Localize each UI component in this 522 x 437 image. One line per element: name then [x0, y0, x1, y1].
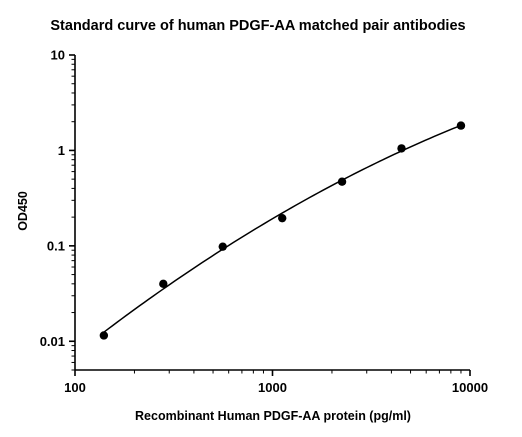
y-tick-label: 0.1	[47, 238, 65, 253]
data-point	[159, 279, 168, 289]
x-tick-label: 100	[64, 380, 86, 395]
data-point	[397, 144, 406, 153]
data-point	[337, 177, 347, 186]
x-tick-label: 1000	[258, 380, 287, 395]
chart-title: Standard curve of human PDGF-AA matched …	[50, 18, 465, 34]
data-point	[278, 213, 287, 223]
y-tick-label: 0.01	[40, 334, 65, 349]
data-points	[99, 121, 466, 340]
x-axis-label: Recombinant Human PDGF-AA protein (pg/ml…	[135, 409, 411, 423]
ticks: 100 1000 10000 0.01 0.1 1 10	[40, 48, 488, 396]
fit-curve	[103, 124, 462, 333]
y-tick-label: 10	[51, 48, 65, 63]
data-point	[456, 121, 466, 130]
x-tick-label: 10000	[452, 380, 488, 395]
y-tick-label: 1	[58, 143, 65, 158]
y-axis-label: OD450	[16, 191, 30, 231]
axes	[74, 55, 470, 371]
data-point	[99, 331, 109, 340]
data-point	[218, 242, 227, 251]
